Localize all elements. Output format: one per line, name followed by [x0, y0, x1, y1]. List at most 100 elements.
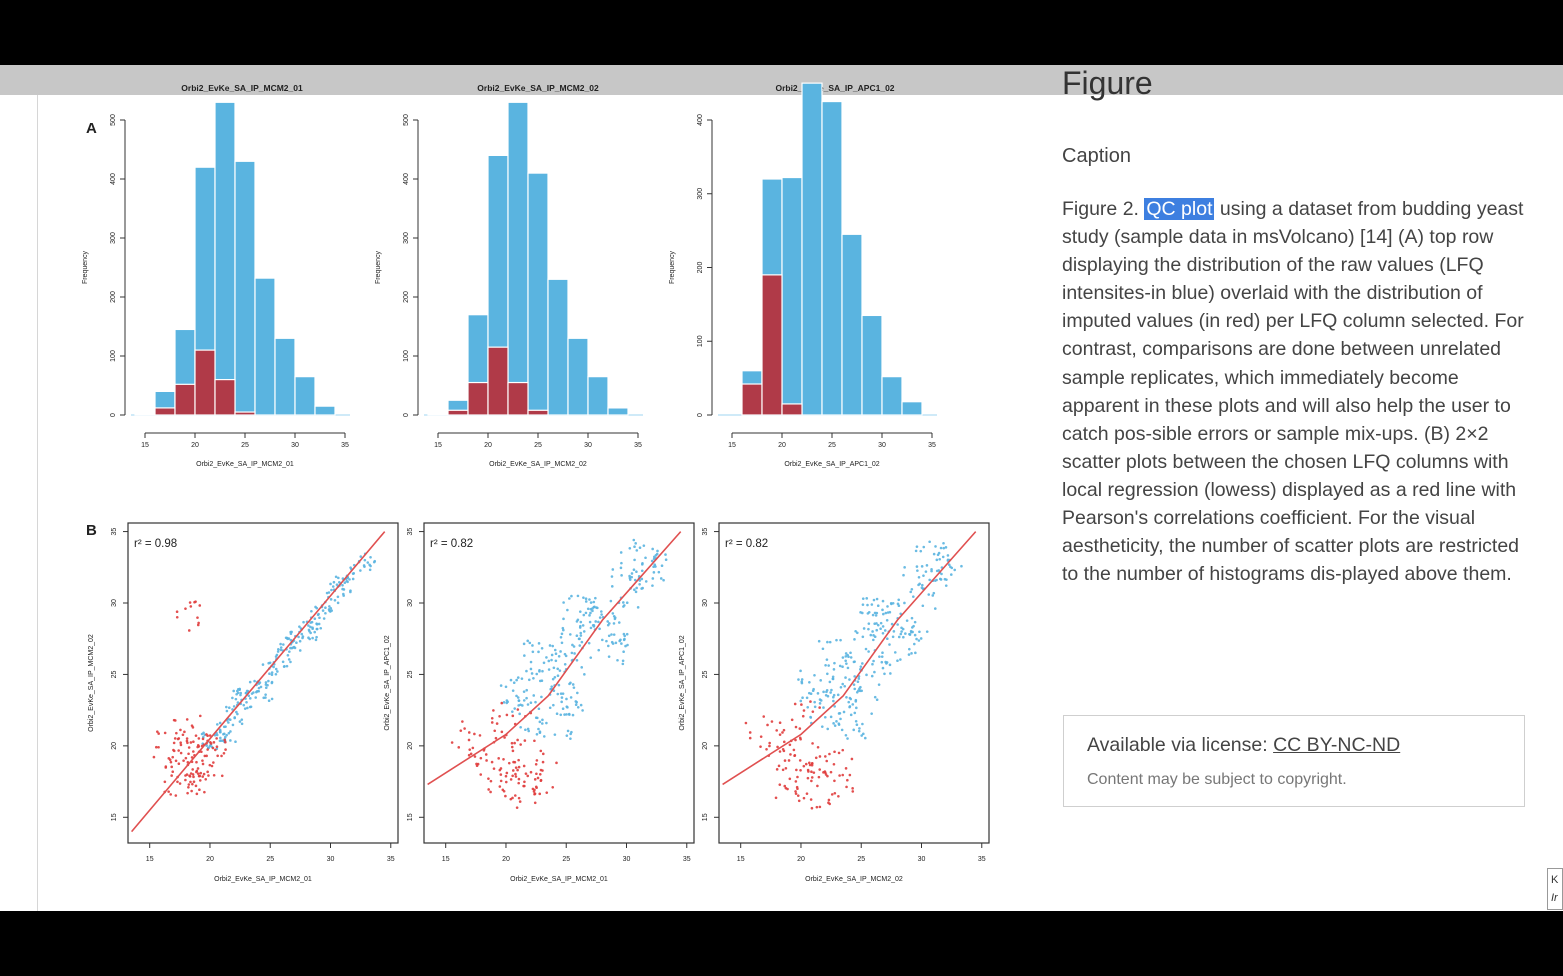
scatter-point — [542, 661, 546, 665]
y-axis-label: Frequency — [82, 250, 89, 284]
scatter-point — [844, 659, 847, 663]
scatter-point — [467, 731, 471, 734]
panel-heading: Figure — [1062, 65, 1153, 101]
y-tick-label: 20 — [702, 742, 709, 750]
scatter-point — [205, 754, 208, 758]
scatter-point — [849, 713, 853, 717]
scatter-point — [511, 689, 515, 692]
scatter-point — [537, 707, 541, 711]
scatter-point — [274, 672, 278, 676]
scatter-point — [176, 780, 179, 784]
x-axis-label: Orbi2_EvKe_SA_IP_MCM2_02 — [489, 461, 587, 468]
scatter-point — [556, 674, 560, 678]
scatter-point — [198, 788, 201, 792]
scatter-point — [500, 701, 504, 705]
figure-image[interactable]: A B Orbi2_EvKe_SA_IP_MCM2_01 0 100 200 300 40… — [40, 65, 1020, 911]
scatter-point — [744, 721, 748, 725]
scatter-point — [571, 683, 575, 686]
scatter-point — [852, 728, 856, 732]
scatter-point — [775, 729, 778, 732]
scatter-point — [229, 739, 232, 742]
imputed-bar — [154, 407, 176, 416]
caption-highlight[interactable]: QC plot — [1144, 198, 1215, 220]
scatter-point — [846, 737, 849, 740]
scatter-point — [938, 557, 942, 561]
scatter-point — [179, 743, 183, 747]
scatter-point — [825, 690, 828, 694]
scatter-point — [850, 757, 854, 761]
scatter-point — [516, 696, 520, 699]
scatter-point — [827, 798, 831, 802]
scatter-point — [884, 611, 888, 615]
scatter-point — [848, 678, 851, 681]
scatter-point — [529, 667, 533, 671]
imputed-bar — [194, 349, 216, 416]
scatter-point — [507, 761, 511, 765]
license-prefix: Available via license: — [1087, 734, 1274, 756]
scatter-point — [578, 626, 582, 629]
raw-bar — [587, 376, 609, 416]
x-tick-label: 20 — [484, 442, 492, 449]
scatter-point — [307, 636, 310, 640]
scatter-point — [286, 653, 290, 657]
x-tick-label: 30 — [878, 442, 886, 449]
scatter-point — [870, 712, 873, 715]
x-tick-label: 20 — [502, 856, 510, 863]
scatter-point — [345, 579, 349, 583]
scatter-point — [804, 762, 808, 766]
scatter-point — [794, 725, 798, 729]
scatter-point — [841, 748, 845, 752]
scatter-point — [759, 735, 763, 738]
scatter-point — [487, 777, 490, 780]
scatter-point — [876, 604, 880, 608]
scatter-point — [187, 629, 191, 632]
scatter-point — [359, 555, 363, 558]
scatter-point — [525, 696, 528, 700]
imputed-bar — [741, 383, 763, 416]
scatter-point — [802, 709, 806, 712]
scatter-point — [461, 720, 464, 723]
scatter-point — [861, 597, 865, 600]
scatter-point — [633, 545, 636, 548]
scatter-point — [311, 636, 314, 640]
y-tick-label: 400 — [110, 173, 117, 185]
scatter-point — [218, 721, 222, 725]
scatter-point — [653, 563, 657, 566]
scatter-point — [318, 616, 321, 620]
scatter-point — [858, 727, 861, 730]
scatter-point — [840, 728, 844, 732]
x-tick-label: 25 — [534, 442, 542, 449]
imputed-bar — [527, 409, 549, 416]
scatter-point — [832, 699, 835, 703]
scatter-point — [535, 732, 539, 736]
scatter-point — [184, 756, 188, 760]
scatter-point — [802, 796, 806, 800]
scatter-point — [860, 734, 863, 737]
scatter-point — [212, 741, 216, 744]
edge-tab[interactable]: K Ir — [1547, 868, 1563, 910]
scatter-point — [235, 692, 238, 696]
scatter-point — [939, 578, 943, 581]
scatter-point — [231, 723, 235, 727]
raw-bar — [821, 100, 843, 416]
scatter-point — [220, 754, 223, 758]
imputed-bar — [447, 409, 469, 416]
scatter-point — [941, 555, 945, 559]
scatter-point — [216, 754, 219, 758]
scatter-point — [921, 583, 924, 587]
scatter-point — [796, 775, 799, 779]
scatter-point — [558, 669, 562, 672]
scatter-point — [210, 764, 214, 768]
scatter-point — [177, 749, 180, 752]
y-tick-label: 0 — [403, 413, 410, 417]
scatter-point — [518, 712, 521, 716]
scatter-point — [913, 620, 917, 624]
scatter-point — [768, 744, 771, 748]
scatter-point — [930, 569, 933, 573]
scatter-point — [846, 666, 850, 670]
scatter-point — [540, 722, 544, 725]
scatter-point — [196, 772, 200, 775]
scatter-point — [861, 662, 864, 665]
license-link[interactable]: CC BY-NC-ND — [1273, 734, 1401, 756]
x-tick-label: 30 — [584, 442, 592, 449]
